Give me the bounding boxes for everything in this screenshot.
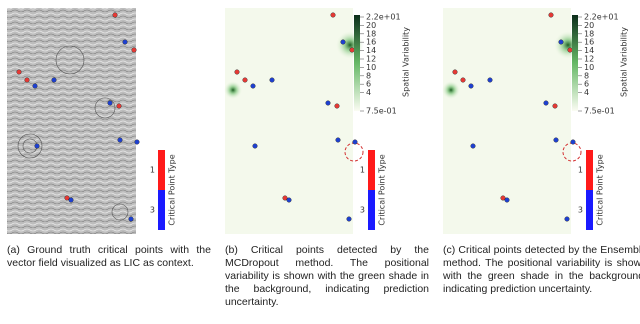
critical-point: [113, 13, 118, 18]
critical-point: [571, 140, 576, 145]
critical-point: [341, 40, 346, 45]
figure-graphics: 1 3 Critical Point Type 1 3 Critical Point Ty…: [0, 0, 640, 240]
legend-swatch: [368, 190, 375, 230]
legend-label: 3: [360, 206, 365, 215]
legend-swatch: [158, 150, 165, 190]
caption: (b) Critical points detected by the MCDr…: [225, 244, 429, 309]
critical-point: [326, 101, 331, 106]
critical-point: [461, 78, 466, 83]
critical-point: [553, 104, 558, 109]
legend-label: 1: [360, 166, 365, 175]
critical-point: [488, 78, 493, 83]
variability-hotspot: [224, 81, 242, 99]
critical-point: [108, 101, 113, 106]
colorbar-title: Spatial Variability: [402, 27, 411, 97]
legend-swatch: [158, 190, 165, 230]
critical-point: [251, 84, 256, 89]
legend-swatch: [368, 150, 375, 190]
legend-label: 3: [578, 206, 583, 215]
critical-point: [25, 78, 30, 83]
legend-title: Critical Point Type: [596, 154, 605, 225]
legend-label: 3: [150, 206, 155, 215]
critical-point: [35, 144, 40, 149]
legend-title: Critical Point Type: [168, 154, 177, 225]
caption: (c) Critical points detected by the Ense…: [443, 244, 640, 296]
colorbar-title: Spatial Variability: [620, 27, 629, 97]
critical-point: [505, 198, 510, 203]
critical-point: [117, 104, 122, 109]
colorbar-label: 4: [366, 88, 371, 97]
variability-hotspot: [442, 81, 460, 99]
legend-swatch: [586, 190, 593, 230]
critical-point: [33, 84, 38, 89]
critical-point: [331, 13, 336, 18]
caption: (a) Ground truth critical points with th…: [7, 244, 211, 270]
critical-point: [554, 138, 559, 143]
critical-point: [123, 40, 128, 45]
critical-point: [135, 140, 140, 145]
critical-point: [336, 138, 341, 143]
legend-title: Critical Point Type: [378, 154, 387, 225]
critical-point: [544, 101, 549, 106]
critical-point: [471, 144, 476, 149]
critical-point: [52, 78, 57, 83]
legend-label: 1: [578, 166, 583, 175]
figure: 1 3 Critical Point Type 1 3 Critical Point Ty…: [0, 0, 640, 324]
critical-point: [350, 48, 355, 53]
critical-point: [253, 144, 258, 149]
critical-point: [132, 48, 137, 53]
critical-point: [469, 84, 474, 89]
critical-point: [17, 70, 22, 75]
critical-point: [69, 198, 74, 203]
critical-point: [565, 217, 570, 222]
colorbar: [572, 15, 578, 111]
colorbar-label: 4: [584, 88, 589, 97]
legend-label: 1: [150, 166, 155, 175]
critical-point: [353, 140, 358, 145]
critical-point: [129, 217, 134, 222]
critical-point: [335, 104, 340, 109]
critical-point: [270, 78, 275, 83]
legend-swatch: [586, 150, 593, 190]
colorbar-label: 7.5e-01: [584, 107, 615, 116]
critical-point: [118, 138, 123, 143]
critical-point: [287, 198, 292, 203]
critical-point: [243, 78, 248, 83]
critical-point: [549, 13, 554, 18]
critical-point: [235, 70, 240, 75]
colorbar-label: 7.5e-01: [366, 107, 397, 116]
critical-point: [568, 48, 573, 53]
critical-point: [559, 40, 564, 45]
colorbar: [354, 15, 360, 111]
critical-point: [347, 217, 352, 222]
critical-point: [453, 70, 458, 75]
